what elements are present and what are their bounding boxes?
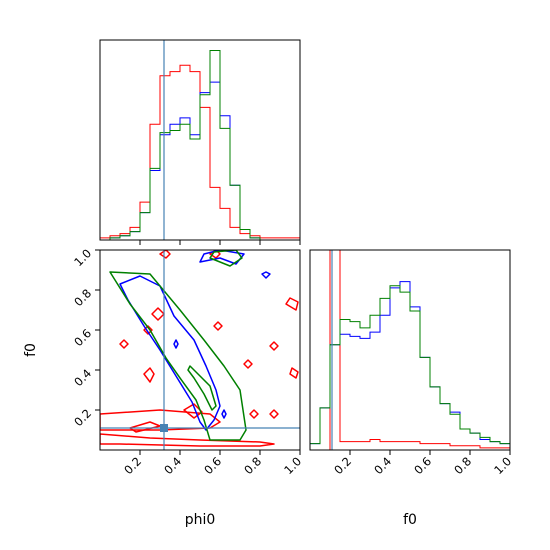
c2d-xtick-label-0: 0.2 (121, 454, 144, 477)
xlabel-phi0: phi0 (185, 512, 216, 528)
contour-blue-3 (221, 409, 227, 419)
contour-red-5 (119, 339, 129, 349)
contour-red-3 (183, 403, 203, 419)
xlabel-f0: f0 (403, 512, 417, 528)
contour-blue-4 (173, 339, 179, 349)
contours-group (100, 250, 299, 447)
ylabel-f0: f0 (23, 343, 39, 357)
contour-red-1 (100, 433, 275, 447)
contour-red-2 (143, 367, 155, 383)
hist-phi0-red-step (99, 64, 301, 240)
contour-blue-1 (199, 250, 245, 265)
frame-f0-histogram (309, 249, 511, 451)
hist-f0-xtick-label-4: 1.0 (491, 454, 514, 477)
hist-phi0-green-step (100, 50, 300, 241)
hist-f0-green-step (310, 285, 510, 450)
contour-blue-2 (261, 271, 271, 279)
hist-f0-xtick-label-1: 0.4 (371, 454, 394, 477)
panel-phi0-f0-contours: 0.2 0.4 0.6 0.8 1.0 0.2 0.4 0.6 0.8 1.0 (71, 246, 304, 477)
c2d-xtick-label-3: 0.8 (241, 454, 264, 477)
contour-red-11 (159, 250, 171, 259)
hist-f0-xtick-label-2: 0.6 (411, 454, 434, 477)
c2d-xtick-label-2: 0.6 (201, 454, 224, 477)
contour-red-10 (213, 321, 223, 331)
frame-phi0-histogram (99, 39, 301, 241)
contour-green-1 (187, 365, 217, 411)
contour-blue-0 (119, 275, 221, 431)
contour-red-9 (243, 359, 253, 369)
contour-red-12 (285, 297, 299, 311)
contour-red-6 (143, 325, 153, 335)
contour-red-4 (151, 307, 165, 321)
hist-f0-xtick-label-3: 0.8 (451, 454, 474, 477)
hist-f0-xtick-label-0: 0.2 (331, 454, 354, 477)
c2d-ytick-label-1: 0.4 (71, 366, 94, 389)
frame-2d (99, 249, 301, 451)
c2d-ytick-label-2: 0.6 (71, 326, 94, 349)
panel-f0-histogram: 0.2 0.4 0.6 0.8 1.0 (309, 249, 514, 477)
contour-red-8 (269, 341, 279, 351)
c2d-ytick-label-0: 0.2 (71, 406, 94, 429)
contour-red-0 (100, 409, 221, 431)
c2d-xtick-label-4: 1.0 (281, 454, 304, 477)
contour-red-14 (249, 409, 259, 419)
c2d-xtick-label-1: 0.4 (161, 454, 184, 477)
panel-phi0-histogram (99, 39, 301, 245)
hist-f0-steps (310, 250, 510, 450)
contour-red-15 (269, 409, 279, 419)
contour-green-2 (209, 250, 243, 267)
hist-f0-red-step (310, 250, 510, 450)
contour-red-13 (289, 367, 299, 379)
c2d-ytick-label-4: 1.0 (71, 246, 94, 269)
c2d-ytick-label-3: 0.8 (71, 286, 94, 309)
contour-green-0 (109, 271, 247, 441)
truth-marker (160, 424, 168, 432)
